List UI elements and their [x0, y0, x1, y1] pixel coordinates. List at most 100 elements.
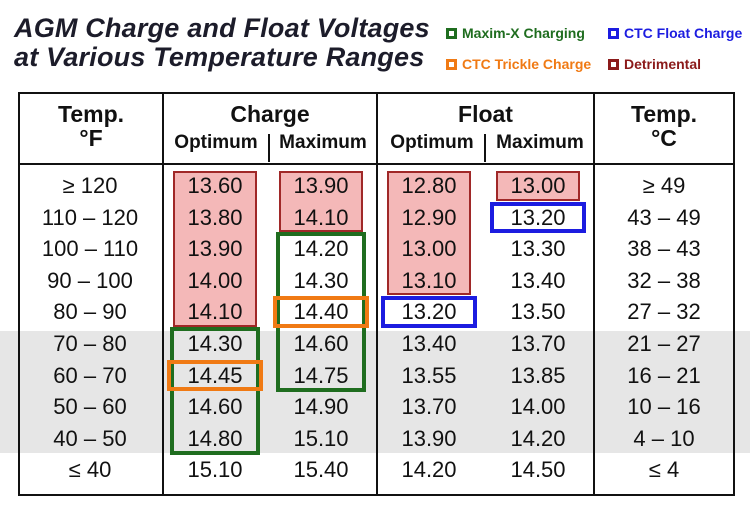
cell-f: 60 – 70 [53, 362, 127, 388]
cell-f: 70 – 80 [53, 331, 127, 356]
header-float-optimum: Optimum [390, 132, 474, 153]
column-divider [162, 92, 164, 496]
maxim-x-charging-box [170, 327, 260, 456]
cell-c: 21 – 27 [627, 331, 701, 356]
legend-swatch-green [446, 27, 457, 39]
ctc-float-charge-box [490, 201, 586, 234]
legend-label: CTC Float Charge [624, 25, 743, 41]
legend-ctc-trickle-charge: CTC Trickle Charge [446, 56, 591, 72]
cell-f: 50 – 60 [53, 394, 127, 420]
cell-float-max: 14.20 [510, 425, 566, 451]
cell-charge-max: 13.90 [293, 173, 349, 198]
cell-charge-opt: 14.45 [187, 362, 243, 388]
column-divider [376, 92, 378, 496]
cell-charge-opt: 13.60 [187, 173, 243, 198]
cell-float-max: 14.50 [510, 457, 566, 483]
cell-charge-opt: 14.80 [187, 425, 243, 451]
cell-f: 100 – 110 [41, 236, 139, 262]
cell-charge-opt: 14.30 [187, 331, 243, 356]
cell-c: ≥ 49 [642, 173, 686, 198]
legend-swatch-orange [446, 58, 457, 70]
cell-float-opt: 13.10 [401, 267, 457, 293]
cell-charge-opt: 14.00 [187, 267, 243, 293]
cell-float-opt: 13.00 [401, 236, 457, 262]
cell-float-max: 13.40 [510, 267, 566, 293]
cell-float-max: 13.85 [510, 362, 566, 388]
cell-float-opt: 13.70 [401, 394, 457, 420]
cell-charge-max: 14.20 [293, 236, 349, 262]
detrimental-box [387, 171, 471, 296]
cell-float-opt: 13.90 [401, 425, 457, 451]
cell-charge-opt: 14.10 [187, 299, 243, 325]
cell-float-opt: 13.55 [401, 362, 457, 388]
cell-charge-max: 15.40 [293, 457, 349, 483]
subheader-divider [268, 134, 270, 162]
cell-f: 110 – 120 [41, 204, 139, 230]
header-charge-maximum: Maximum [279, 132, 367, 153]
title-line-2: at Various Temperature Ranges [14, 42, 425, 72]
header-temp-f: Temp. °F [20, 102, 162, 150]
cell-float-opt: 14.20 [401, 457, 457, 483]
cell-float-max: 14.00 [510, 394, 566, 420]
title-line-1: AGM Charge and Float Voltages [14, 13, 430, 43]
header-temp-f-line2: °F [79, 125, 103, 151]
cell-float-max: 13.00 [510, 173, 566, 198]
maxim-x-charging-box [276, 232, 366, 393]
header-temp-c: Temp. °C [595, 102, 733, 150]
header-divider [18, 163, 735, 165]
cell-charge-opt: 15.10 [187, 457, 243, 483]
chart-title: AGM Charge and Float Voltages at Various… [14, 14, 430, 72]
cell-c: 32 – 38 [627, 267, 701, 293]
cell-charge-max: 14.10 [293, 204, 349, 230]
cell-float-opt: 13.40 [401, 331, 457, 356]
subheader-divider [484, 134, 486, 162]
legend-label: Detrimental [624, 56, 702, 72]
cell-charge-max: 14.40 [293, 299, 349, 325]
cell-f: 40 – 50 [53, 425, 127, 451]
header-temp-c-line2: °C [651, 125, 677, 151]
cell-f: ≤ 40 [68, 457, 112, 483]
cell-charge-max: 14.60 [293, 331, 349, 356]
cell-charge-max: 15.10 [293, 425, 349, 451]
ctc-trickle-charge-box [273, 296, 369, 328]
cell-float-max: 13.20 [510, 204, 566, 230]
cell-charge-max: 14.90 [293, 394, 349, 420]
cell-c: 16 – 21 [627, 362, 701, 388]
column-divider [593, 92, 595, 496]
cell-c: ≤ 4 [648, 457, 680, 483]
cell-float-opt: 12.80 [401, 173, 457, 198]
header-temp-c-line1: Temp. [630, 101, 698, 127]
cell-c: 38 – 43 [627, 236, 701, 262]
legend-label: Maxim-X Charging [462, 25, 585, 41]
legend-detrimental: Detrimental [608, 56, 701, 72]
cell-float-max: 13.70 [510, 331, 566, 356]
header-charge-optimum: Optimum [174, 132, 258, 153]
detrimental-box [173, 171, 257, 327]
cell-c: 27 – 32 [627, 299, 701, 325]
legend-label: CTC Trickle Charge [462, 56, 592, 72]
cell-f: 80 – 90 [53, 299, 127, 325]
cell-charge-opt: 13.90 [187, 236, 243, 262]
header-float-maximum: Maximum [496, 132, 584, 153]
cell-charge-opt: 14.60 [187, 394, 243, 420]
cell-f: 90 – 100 [47, 267, 133, 293]
ctc-trickle-charge-box [167, 359, 263, 392]
cell-c: 4 – 10 [633, 425, 695, 451]
cell-c: 10 – 16 [627, 394, 701, 420]
cell-charge-max: 14.30 [293, 267, 349, 293]
cell-charge-max: 14.75 [293, 362, 349, 388]
legend-maxim-x-charging: Maxim-X Charging [446, 25, 585, 41]
cell-f: ≥ 120 [62, 173, 118, 198]
cell-c: 43 – 49 [627, 204, 701, 230]
cell-float-max: 13.50 [510, 299, 566, 325]
cell-float-opt: 13.20 [401, 299, 457, 325]
cell-float-opt: 12.90 [401, 204, 457, 230]
temperature-band [0, 331, 750, 453]
header-float: Float [458, 101, 513, 127]
legend-ctc-float-charge: CTC Float Charge [608, 25, 742, 41]
legend-swatch-red [608, 58, 619, 70]
detrimental-box [496, 171, 580, 201]
cell-float-max: 13.30 [510, 236, 566, 262]
detrimental-box [279, 171, 363, 233]
header-temp-f-line1: Temp. [57, 101, 125, 127]
